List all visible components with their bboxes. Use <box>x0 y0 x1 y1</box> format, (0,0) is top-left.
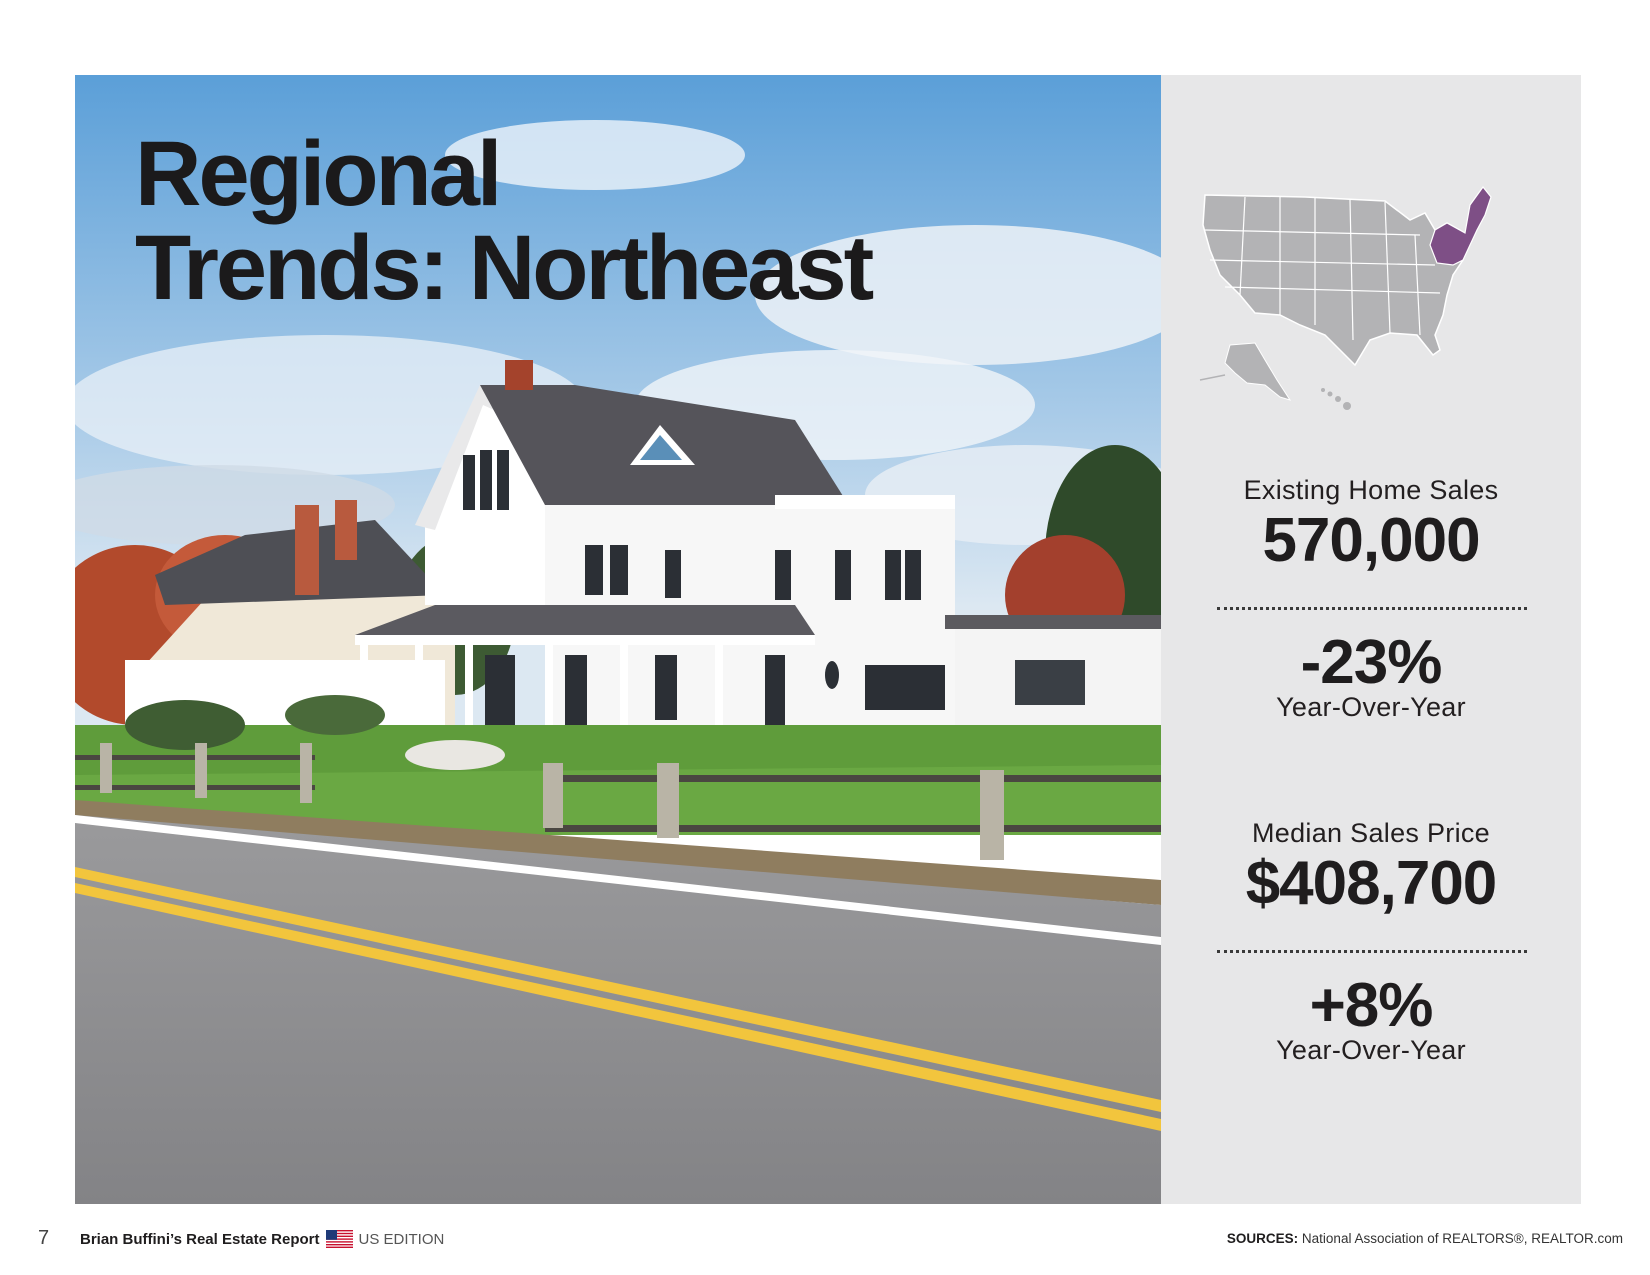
median-price-value: $408,700 <box>1245 849 1498 918</box>
stat-divider <box>1217 607 1527 610</box>
us-map-icon <box>1199 186 1492 410</box>
hero-photo: Regional Trends: Northeast <box>75 75 1161 1204</box>
us-flag-icon <box>325 1230 353 1248</box>
home-sales-change-label: Year-Over-Year <box>1276 692 1466 722</box>
home-sales-change: -23% <box>1300 628 1443 697</box>
median-price-change-label: Year-Over-Year <box>1276 1035 1466 1065</box>
report-name: Brian Buffini’s Real Estate Report <box>80 1230 320 1248</box>
title-line-2: Trends: Northeast <box>135 217 874 319</box>
title-line-1: Regional <box>135 123 502 225</box>
page-title: Regional Trends: Northeast <box>135 123 874 319</box>
page-number: 7 <box>38 1227 50 1249</box>
sources-text: National Association of REALTORS®, REALT… <box>1301 1231 1623 1246</box>
sources-note: SOURCES: National Association of REALTOR… <box>1227 1231 1623 1246</box>
median-price-label: Median Sales Price <box>1251 818 1490 848</box>
median-price-change: +8% <box>1309 971 1434 1040</box>
footer-report-title: Brian Buffini’s Real Estate Report US ED… <box>80 1230 444 1248</box>
house-photo-illustration <box>75 75 1161 1204</box>
home-sales-label: Existing Home Sales <box>1243 475 1499 505</box>
sources-label: SOURCES: <box>1226 1231 1299 1246</box>
edition-label: US EDITION <box>358 1230 445 1248</box>
home-sales-value: 570,000 <box>1262 506 1480 575</box>
stat-divider <box>1217 950 1527 953</box>
stats-panel: Existing Home Sales 570,000 -23% Year-Ov… <box>1161 75 1581 1204</box>
